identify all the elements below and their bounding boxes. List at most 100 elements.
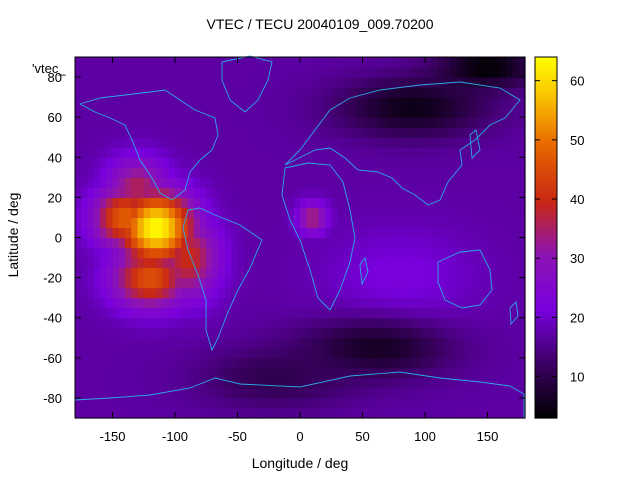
heatmap-cell: [331, 287, 339, 299]
heatmap-cell: [468, 387, 476, 399]
heatmap-cell: [456, 57, 464, 68]
heatmap-cell: [400, 197, 407, 209]
heatmap-cell: [175, 187, 182, 198]
heatmap-cell: [212, 327, 220, 339]
heatmap-cell: [268, 117, 276, 128]
heatmap-cell: [225, 307, 232, 319]
heatmap-cell: [306, 227, 314, 239]
heatmap-cell: [125, 67, 132, 78]
heatmap-cell: [350, 117, 357, 128]
heatmap-cell: [337, 337, 345, 349]
heatmap-cell: [150, 217, 157, 229]
heatmap-cell: [237, 337, 245, 349]
heatmap-cell: [150, 177, 157, 188]
heatmap-cell: [500, 317, 507, 329]
heatmap-cell: [281, 207, 289, 219]
heatmap-cell: [462, 307, 470, 319]
heatmap-cell: [150, 147, 157, 158]
heatmap-cell: [275, 297, 282, 309]
heatmap-cell: [243, 327, 251, 339]
heatmap-cell: [118, 117, 126, 128]
heatmap-cell: [481, 277, 489, 289]
heatmap-cell: [218, 357, 226, 369]
heatmap-cell: [343, 277, 351, 289]
heatmap-cell: [137, 287, 145, 299]
heatmap-cell: [425, 407, 432, 419]
heatmap-cell: [487, 197, 495, 209]
heatmap-cell: [100, 117, 107, 128]
heatmap-cell: [162, 117, 170, 128]
heatmap-cell: [412, 197, 420, 209]
heatmap-cell: [293, 67, 301, 78]
colorbar-segment: [535, 273, 557, 278]
heatmap-cell: [300, 367, 307, 379]
heatmap-cell: [312, 97, 320, 108]
heatmap-cell: [293, 397, 301, 409]
heatmap-cell: [462, 377, 470, 389]
colorbar-segment: [535, 63, 557, 67]
heatmap-cell: [162, 207, 170, 219]
heatmap-cell: [418, 177, 426, 188]
heatmap-cell: [118, 247, 126, 259]
heatmap-cell: [181, 157, 189, 168]
heatmap-cell: [512, 357, 520, 369]
heatmap-cell: [262, 157, 270, 168]
heatmap-cell: [200, 407, 207, 419]
heatmap-cell: [518, 307, 526, 319]
heatmap-cell: [493, 337, 501, 349]
heatmap-cell: [437, 287, 445, 299]
heatmap-cell: [331, 167, 339, 178]
heatmap-cell: [337, 307, 345, 319]
heatmap-cell: [112, 217, 120, 229]
heatmap-cell: [450, 87, 457, 98]
heatmap-cell: [325, 137, 332, 148]
heatmap-cell: [450, 277, 457, 289]
heatmap-cell: [193, 347, 201, 359]
heatmap-cell: [168, 337, 176, 349]
heatmap-cell: [187, 377, 195, 389]
heatmap-cell: [237, 157, 245, 168]
colorbar-segment: [535, 312, 557, 317]
heatmap-cell: [356, 367, 364, 379]
heatmap-cell: [75, 357, 82, 369]
heatmap-cell: [412, 327, 420, 339]
heatmap-cell: [262, 307, 270, 319]
heatmap-cell: [106, 367, 114, 379]
heatmap-cell: [468, 377, 476, 389]
heatmap-cell: [81, 197, 89, 209]
heatmap-cell: [81, 57, 89, 68]
heatmap-cell: [400, 97, 407, 108]
colorbar-segment: [535, 159, 557, 163]
heatmap-cell: [250, 407, 257, 419]
heatmap-cell: [418, 87, 426, 98]
heatmap-cell: [431, 327, 439, 339]
colorbar-segment: [535, 282, 557, 287]
heatmap-cell: [87, 347, 95, 359]
heatmap-cell: [131, 227, 139, 239]
heatmap-cell: [462, 187, 470, 198]
heatmap-cell: [243, 357, 251, 369]
heatmap-cell: [218, 167, 226, 178]
heatmap-cell: [293, 377, 301, 389]
heatmap-cell: [337, 317, 345, 329]
heatmap-cell: [412, 257, 420, 269]
heatmap-cell: [131, 247, 139, 259]
heatmap-cell: [387, 307, 395, 319]
heatmap-cell: [256, 217, 264, 229]
heatmap-cell: [112, 267, 120, 279]
heatmap-cell: [468, 117, 476, 128]
heatmap-cell: [300, 257, 307, 269]
heatmap-cell: [125, 107, 132, 118]
heatmap-cell: [256, 287, 264, 299]
heatmap-cell: [431, 127, 439, 138]
heatmap-cell: [281, 57, 289, 68]
heatmap-cell: [318, 227, 326, 239]
heatmap-cell: [406, 337, 414, 349]
heatmap-cell: [100, 227, 107, 239]
heatmap-cell: [212, 67, 220, 78]
heatmap-cell: [112, 337, 120, 349]
heatmap-cell: [362, 97, 370, 108]
heatmap-cell: [231, 57, 239, 68]
heatmap-cell: [512, 217, 520, 229]
heatmap-cell: [312, 167, 320, 178]
